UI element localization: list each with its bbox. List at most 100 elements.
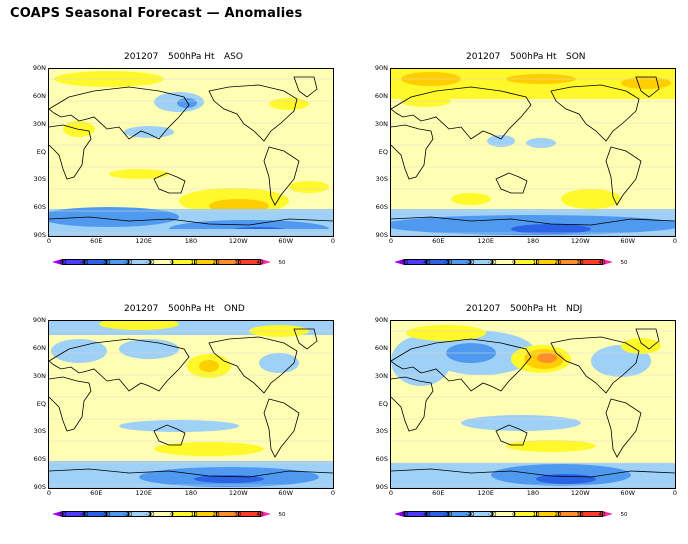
colorbar-tick: -40 <box>79 512 89 518</box>
anomaly-region <box>526 138 556 148</box>
map-panel-son: 201207 500hPa Ht SON 90N 60N 30N EQ 30S 60S 90S 0 6… <box>370 52 688 292</box>
lon-label: 0 <box>672 489 678 497</box>
colorbar-tick: -40 <box>79 260 89 266</box>
colorbar-tick: 40 <box>598 260 606 266</box>
lon-label: 120W <box>570 237 590 245</box>
lat-label: EQ <box>378 399 388 408</box>
lon-label: 120E <box>477 489 494 497</box>
lon-label: 120E <box>135 237 152 245</box>
anomaly-region <box>461 415 581 431</box>
colorbar-tick: -30 <box>443 260 453 266</box>
lat-label: 90N <box>374 316 388 324</box>
colorbar-tick: -30 <box>101 260 111 266</box>
panel-title: 201207 500hPa Ht SON <box>370 52 688 66</box>
anomaly-map <box>48 320 334 489</box>
lon-label: 180 <box>184 489 198 497</box>
coastline <box>391 86 532 140</box>
lat-label: 30S <box>33 427 46 435</box>
anomaly-region <box>561 189 621 209</box>
colorbar-tick: -10 <box>145 260 155 266</box>
lon-label: 120E <box>477 237 494 245</box>
colorbar-tick: -10 <box>145 512 155 518</box>
coastline <box>153 424 186 446</box>
colorbar-tick: -50 <box>399 512 409 518</box>
lon-label: 0 <box>330 237 336 245</box>
map-panel-aso: 201207 500hPa Ht ASO 90N 60N 30N EQ 30S 60S 90S 0 6… <box>28 52 358 292</box>
anomaly-region <box>511 224 591 234</box>
coastline <box>263 146 300 206</box>
lat-label: 30S <box>375 175 388 183</box>
anomaly-region <box>269 98 309 110</box>
anomaly-region <box>119 420 239 432</box>
anomaly-region <box>51 339 107 363</box>
coastline <box>208 336 298 394</box>
lat-label: EQ <box>378 147 388 156</box>
lon-label: 60W <box>278 489 294 497</box>
coastline <box>391 468 675 478</box>
colorbar-tick: 0 <box>512 260 516 266</box>
lat-label: 60S <box>33 203 46 211</box>
lon-label: 0 <box>388 489 394 497</box>
coastline <box>49 468 333 478</box>
coastline <box>495 424 528 446</box>
anomaly-region <box>199 360 219 372</box>
lon-label: 0 <box>330 489 336 497</box>
colorbar-tick: 30 <box>234 260 242 266</box>
page-title: COAPS Seasonal Forecast — Anomalies <box>10 6 303 21</box>
anomaly-region <box>487 135 515 147</box>
colorbar-tick: 30 <box>576 260 584 266</box>
panel-season: OND <box>224 304 245 314</box>
coastline <box>49 338 190 392</box>
coastline <box>495 172 528 194</box>
lat-label: EQ <box>36 147 46 156</box>
lat-label: 90N <box>32 64 46 72</box>
coastline <box>391 124 434 180</box>
lat-label: 30S <box>33 175 46 183</box>
coastline <box>605 146 642 206</box>
lon-label: 180 <box>526 489 540 497</box>
colorbar-tick: 40 <box>598 512 606 518</box>
panel-date: 201207 <box>124 304 159 314</box>
lat-label: 90S <box>375 483 388 491</box>
colorbar-arrow-right <box>603 511 613 517</box>
anomaly-region <box>259 353 299 373</box>
anomaly-region <box>406 325 486 341</box>
anomaly-region <box>154 442 264 456</box>
colorbar-tick: 10 <box>532 260 540 266</box>
lat-label: 60S <box>33 455 46 463</box>
colorbar-tick: 50 <box>278 260 286 266</box>
colorbar-tick: 20 <box>212 260 220 266</box>
lon-label: 0 <box>388 237 394 245</box>
map-panel-ndj: 201207 500hPa Ht NDJ 90N 60N 30N EQ 30S 60S 90S 0 6… <box>370 304 688 544</box>
anomaly-region <box>621 338 661 354</box>
lat-label: 30N <box>32 372 46 380</box>
lon-label: 0 <box>46 237 52 245</box>
colorbar-tick: -50 <box>57 260 67 266</box>
lon-label: 60E <box>90 489 103 497</box>
lon-label: 60E <box>432 489 445 497</box>
panel-date: 201207 <box>124 52 159 62</box>
map-panel-ond: 201207 500hPa Ht OND 90N 60N 30N EQ 30S 60S 90S 0 6… <box>28 304 358 544</box>
anomaly-map <box>390 320 676 489</box>
lon-label: 180 <box>526 237 540 245</box>
anomaly-region <box>49 229 333 236</box>
colorbar-tick: 50 <box>620 512 628 518</box>
colorbar-arrow-left <box>52 259 62 265</box>
lon-label: 60E <box>90 237 103 245</box>
colorbar-tick: 10 <box>532 512 540 518</box>
colorbar-tick: 0 <box>170 512 174 518</box>
colorbar-tick: 10 <box>190 512 198 518</box>
colorbar-tick: -10 <box>487 260 497 266</box>
coastline <box>550 84 640 142</box>
colorbar-arrow-left <box>52 511 62 517</box>
lat-label: 90S <box>33 231 46 239</box>
anomaly-map <box>390 68 676 237</box>
lon-label: 180 <box>184 237 198 245</box>
panel-title: 201207 500hPa Ht NDJ <box>370 304 688 318</box>
coastline <box>263 398 300 458</box>
lat-label: 30S <box>375 427 388 435</box>
colorbar-swatch <box>238 259 261 265</box>
lon-label: 60W <box>620 237 636 245</box>
colorbar-tick: 30 <box>234 512 242 518</box>
coastline <box>49 216 333 226</box>
